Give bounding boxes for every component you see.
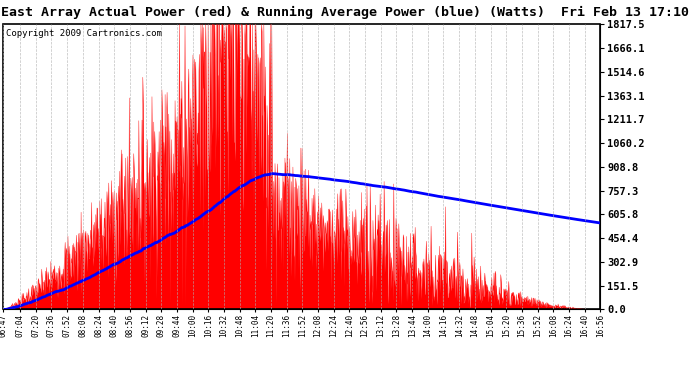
Text: East Array Actual Power (red) & Running Average Power (blue) (Watts)  Fri Feb 13: East Array Actual Power (red) & Running … [1,6,689,19]
Text: Copyright 2009 Cartronics.com: Copyright 2009 Cartronics.com [6,28,162,38]
Bar [3,24,600,309]
